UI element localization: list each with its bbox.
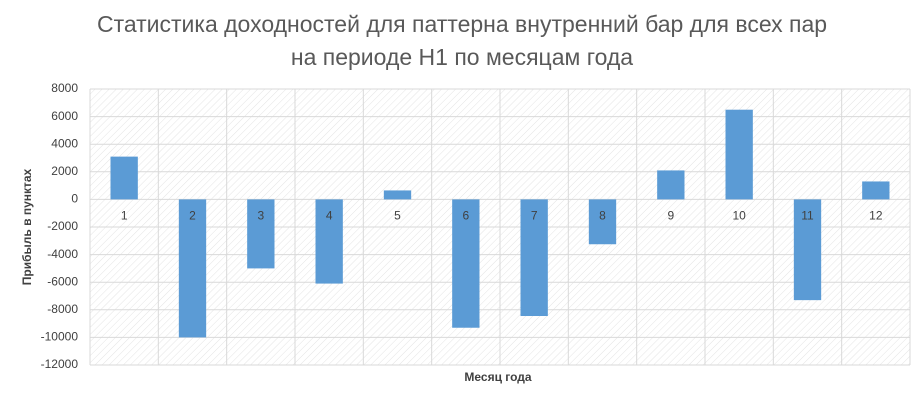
bar [178,199,207,338]
y-tick-label: 8000 [51,81,78,95]
y-tick-label: -10000 [41,330,79,344]
y-tick-label: -4000 [47,247,78,261]
bar [520,199,548,317]
x-tick-label: 8 [599,209,606,223]
x-tick-label: 11 [801,209,814,223]
bar [452,199,480,328]
y-tick-label: -12000 [41,357,79,371]
bar [862,181,890,200]
y-axis-title: Прибыль в пунктах [20,168,34,285]
bar [247,199,275,269]
y-tick-label: -2000 [47,219,78,233]
y-tick-label: 6000 [51,109,78,123]
chart-title: Статистика доходностей для паттерна внут… [96,11,828,70]
x-tick-label: 2 [189,209,196,223]
x-tick-label: 1 [121,209,128,223]
x-tick-label: 5 [394,209,401,223]
x-tick-label: 10 [732,209,746,223]
bar [110,156,138,200]
x-tick-label: 12 [869,209,883,223]
y-tick-label: -8000 [47,302,78,316]
x-tick-label: 4 [326,209,333,223]
x-tick-label: 9 [667,209,674,223]
bar [588,199,617,245]
bar [315,199,343,284]
y-tick-label: 4000 [51,136,78,150]
x-tick-label: 7 [531,209,538,223]
bar [383,190,412,200]
bar [793,199,822,301]
y-tick-label: 0 [71,192,78,206]
bar [657,170,685,200]
x-tick-label: 6 [462,209,469,223]
x-tick-label: 3 [257,209,264,223]
bar [725,109,753,200]
x-axis-title: Месяц года [464,370,532,384]
y-tick-label: -6000 [47,274,78,288]
y-tick-label: 2000 [51,164,78,178]
